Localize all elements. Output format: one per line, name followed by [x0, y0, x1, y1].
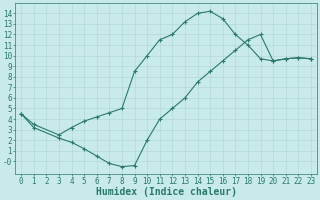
- X-axis label: Humidex (Indice chaleur): Humidex (Indice chaleur): [95, 187, 236, 197]
